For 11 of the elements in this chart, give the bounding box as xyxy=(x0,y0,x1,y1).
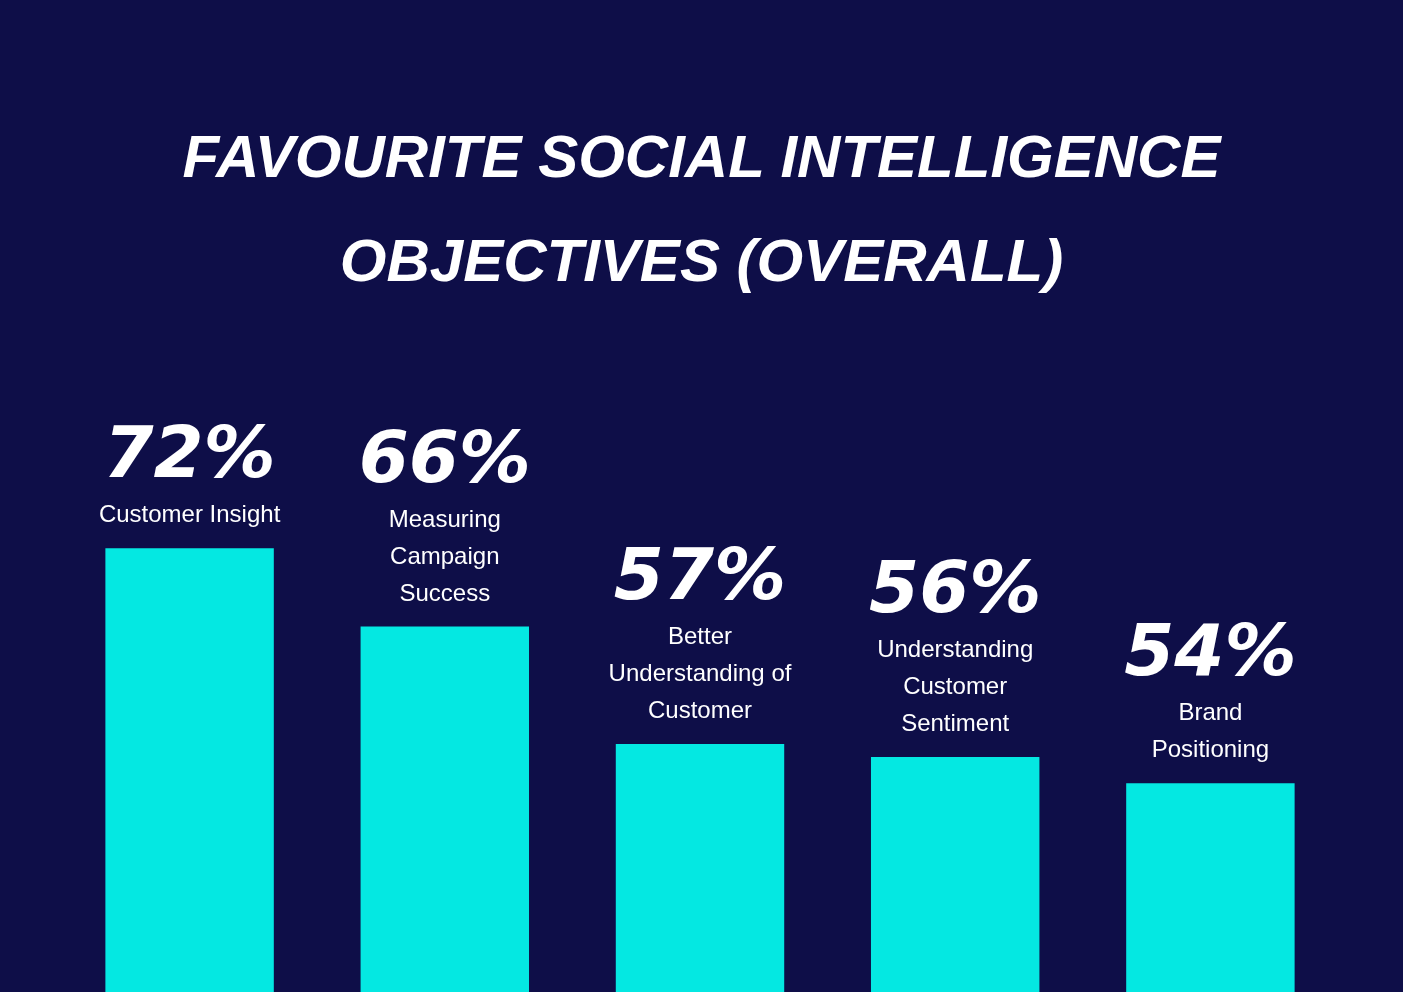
x-tick-label: Customer Insight xyxy=(98,500,281,528)
text: FAVOURITE SOCIAL INTELLIGENCE OBJECTIVES (OVERALL) xyxy=(181,122,1223,296)
data-label: 57% xyxy=(613,532,787,616)
x-tick-label: Better Understanding of Customer xyxy=(608,622,792,723)
data-label: 54% xyxy=(1124,608,1297,693)
data-label: 56% xyxy=(869,545,1042,630)
x-tick-label: Understanding Customer Sentiment xyxy=(877,635,1034,737)
data-label: 72% xyxy=(103,410,276,495)
x-tick-label: Brand Positioning xyxy=(1151,698,1270,763)
x-tick-label: Measuring Campaign Success xyxy=(388,504,501,606)
data-label: 66% xyxy=(358,414,531,499)
